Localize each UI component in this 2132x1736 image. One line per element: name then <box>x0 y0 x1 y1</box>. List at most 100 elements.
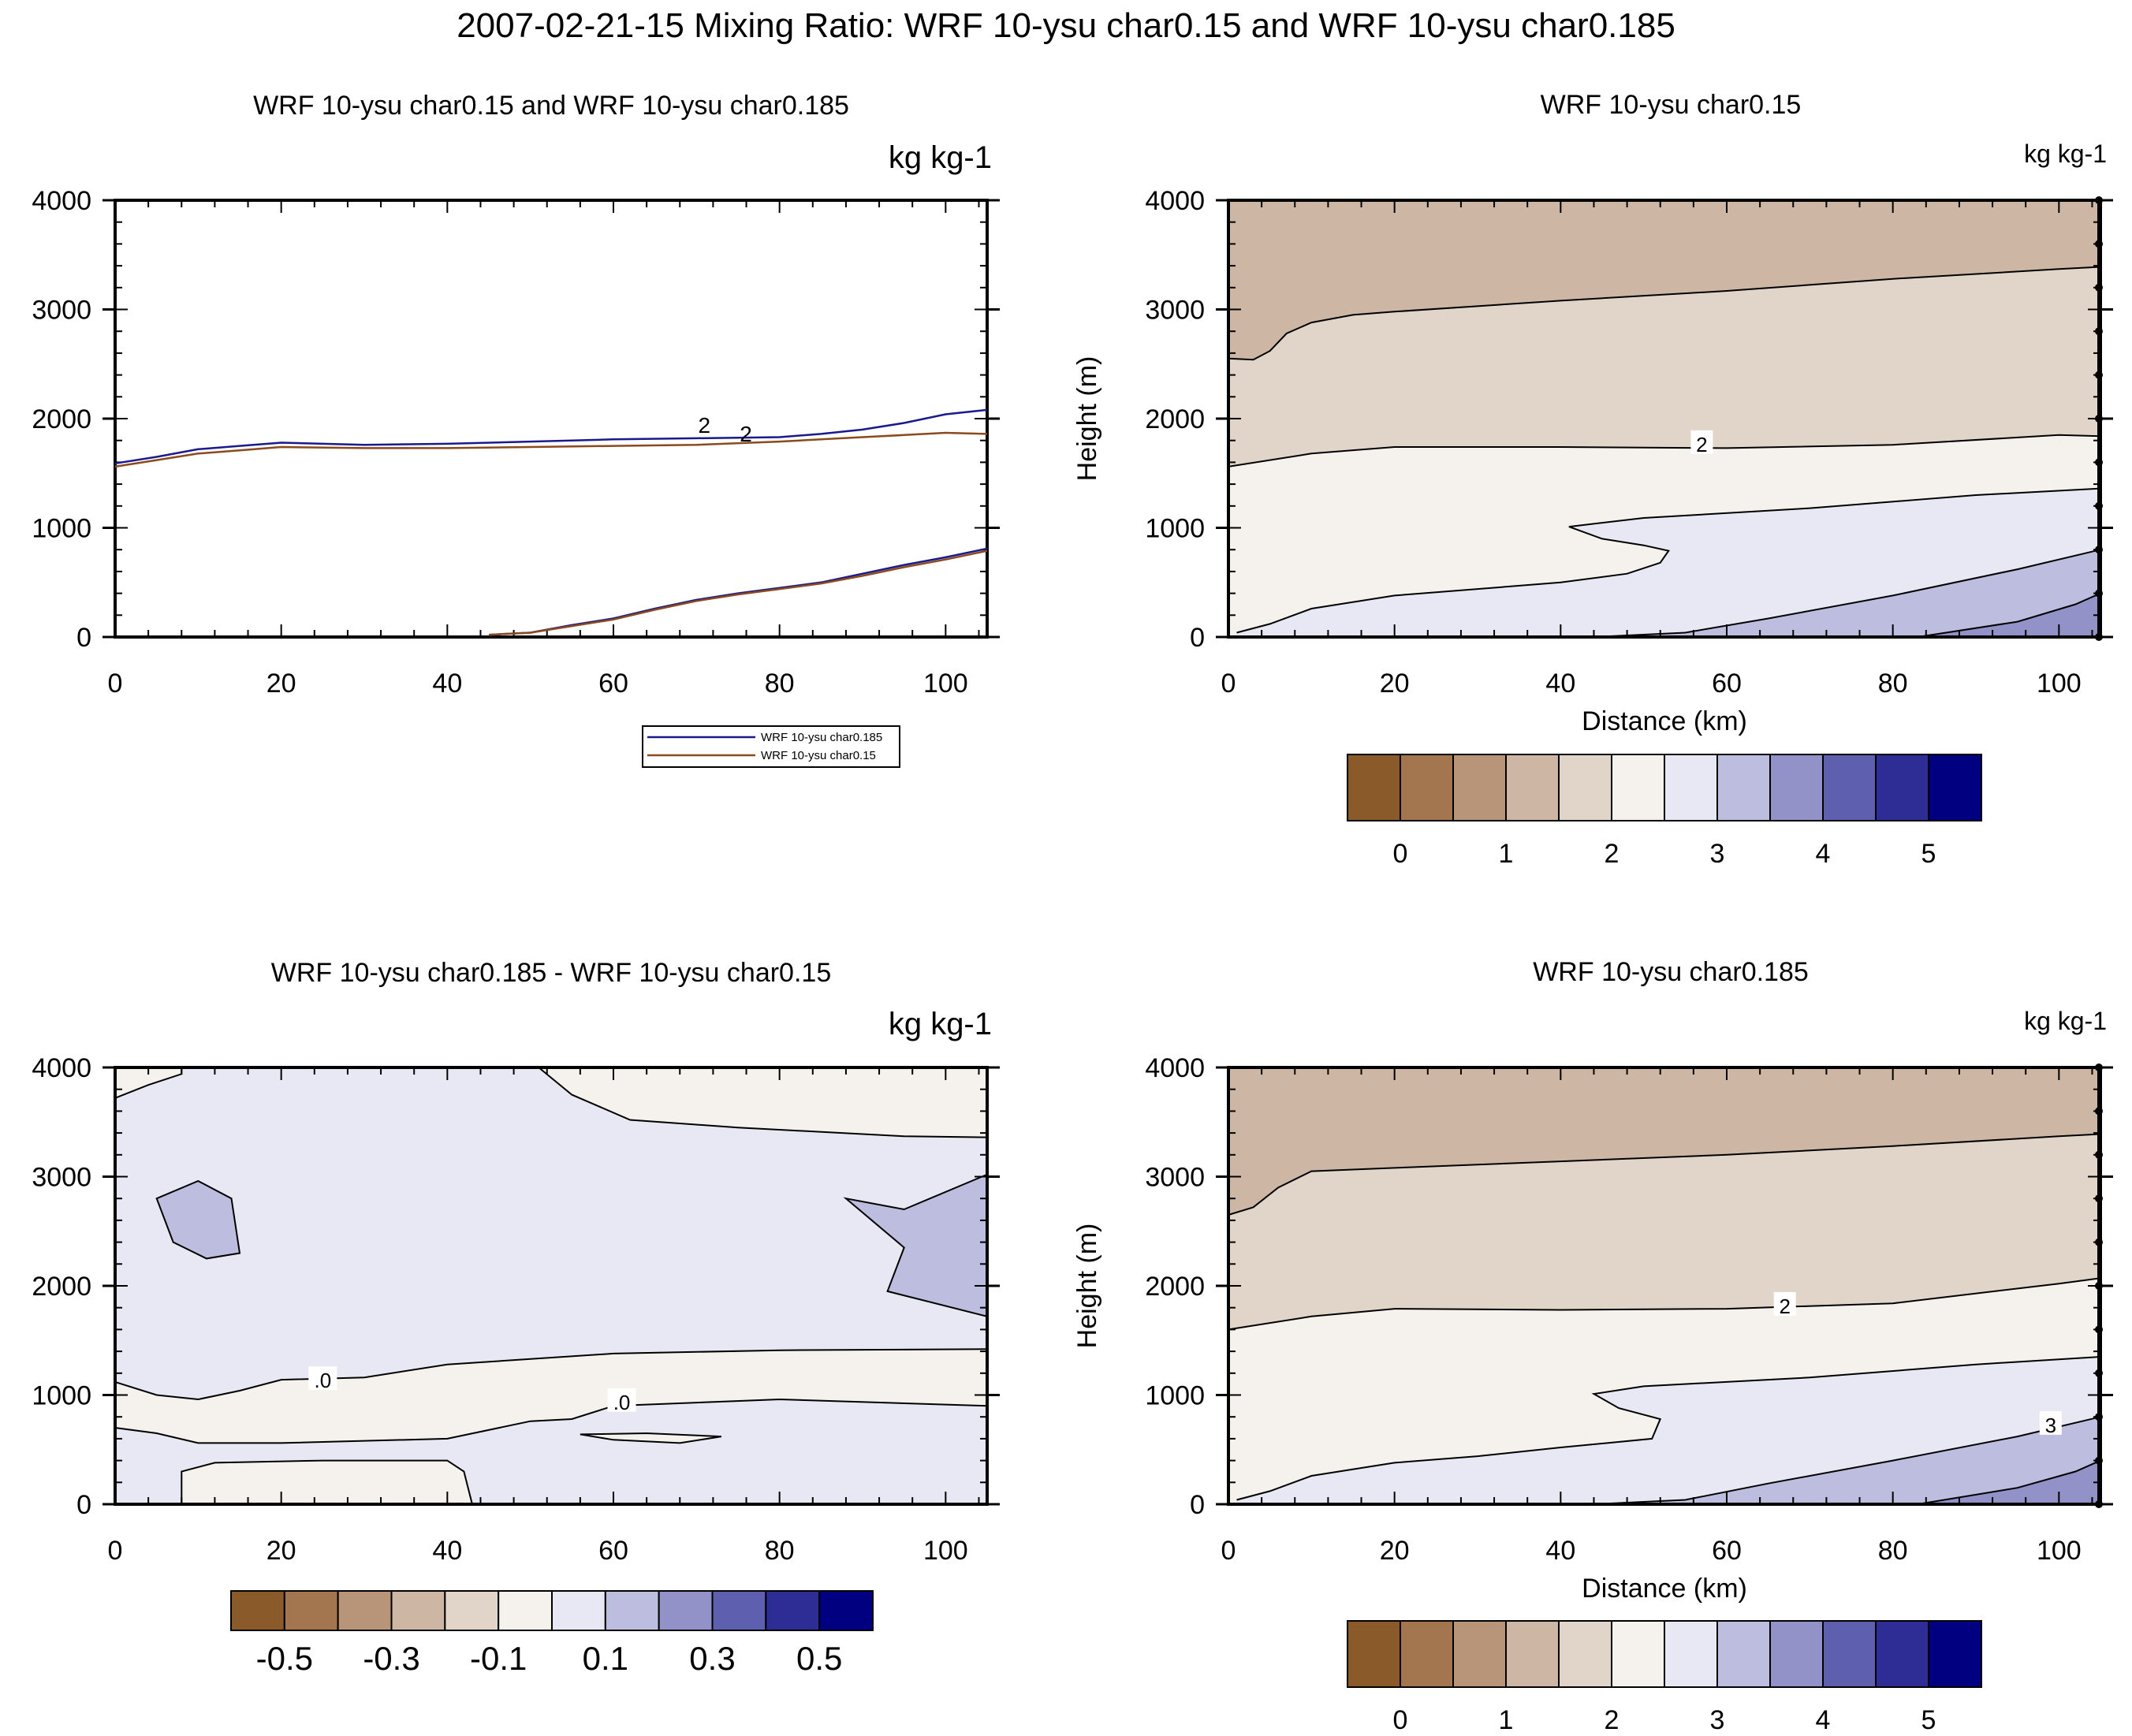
series-line <box>488 549 988 636</box>
panel-tr-fills <box>1228 200 2100 637</box>
x-tick-label: 40 <box>432 669 462 698</box>
contour-line <box>1593 1416 2101 1505</box>
series-line <box>114 408 988 465</box>
colorbar-swatch <box>1928 754 1982 821</box>
x-tick-label: 60 <box>1712 669 1742 698</box>
colorbar-swatch <box>283 1590 339 1631</box>
panel-title: WRF 10-ysu char0.185 <box>1533 957 1809 987</box>
contour-label: 2 <box>740 422 752 446</box>
band-fill <box>1918 593 2100 637</box>
y-tick-label: 0 <box>76 1490 91 1520</box>
plot-frame <box>114 199 989 639</box>
contour-label: 3 <box>2045 1414 2056 1437</box>
x-tick-label: 100 <box>2037 669 2082 698</box>
contour-line <box>114 1398 988 1444</box>
colorbar-swatch <box>711 1590 767 1631</box>
legend: WRF 10-ysu char0.185 WRF 10-ysu char0.15 <box>642 725 900 768</box>
contour-line <box>1918 592 2101 638</box>
panel-br-fills <box>1228 1067 2100 1504</box>
y-tick-label: 3000 <box>1145 1163 1205 1193</box>
colorbar-label: 3 <box>1710 839 1725 869</box>
y-tick-label: 1000 <box>32 1381 91 1411</box>
x-tick-label: 100 <box>923 1536 968 1566</box>
y-tick-label: 3000 <box>32 1163 91 1193</box>
x-tick-label: 40 <box>1545 669 1575 698</box>
legend-entry: WRF 10-ysu char0.15 <box>761 749 876 762</box>
x-tick-label: 60 <box>598 1536 628 1566</box>
x-tick-label: 0 <box>108 669 123 698</box>
x-tick-label: 20 <box>266 669 296 698</box>
y-tick-label: 1000 <box>32 514 91 544</box>
colorbar-label: 5 <box>1921 839 1936 869</box>
x-axis-label: Distance (km) <box>1582 706 1747 736</box>
band-fill <box>1593 1417 2100 1504</box>
colorbar-swatch <box>444 1590 500 1631</box>
contour-label: 2 <box>1779 1295 1790 1318</box>
colorbar-swatch <box>818 1590 874 1631</box>
colorbar-swatch <box>390 1590 446 1631</box>
page-title: 2007-02-21-15 Mixing Ratio: WRF 10-ysu c… <box>457 6 1675 45</box>
colorbar-swatch <box>1875 1620 1929 1688</box>
contour-label-box <box>308 1366 337 1391</box>
y-tick-label: 2000 <box>32 1272 91 1302</box>
panel-title: WRF 10-ysu char0.15 <box>1541 90 1802 120</box>
series-line <box>488 547 988 636</box>
contour-line <box>1228 1277 2101 1331</box>
colorbar-swatch <box>1664 1620 1718 1688</box>
x-tick-label: 100 <box>923 669 968 698</box>
units-label: kg kg-1 <box>2024 1007 2107 1035</box>
colorbar-swatch <box>1822 754 1877 821</box>
x-tick-label: 20 <box>266 1536 296 1566</box>
y-tick-label: 2000 <box>1145 1272 1205 1302</box>
contour-label-box <box>2039 1410 2062 1435</box>
y-axis-label: Height (m) <box>1072 1224 1102 1349</box>
units-label: kg kg-1 <box>889 1007 992 1041</box>
colorbar-swatch <box>1664 754 1718 821</box>
colorbar-swatch <box>1611 1620 1665 1688</box>
colorbar-swatch <box>604 1590 660 1631</box>
colorbar-swatch <box>1505 1620 1560 1688</box>
contour-label: .0 <box>314 1369 331 1392</box>
colorbar-swatch <box>1769 1620 1824 1688</box>
units-label: kg kg-1 <box>889 140 992 175</box>
colorbar-label: 1 <box>1499 839 1514 869</box>
x-tick-label: 20 <box>1380 1536 1410 1566</box>
contour-label: .0 <box>613 1391 631 1414</box>
colorbar-swatch <box>1716 754 1771 821</box>
y-tick-label: 4000 <box>1145 186 1205 216</box>
band-fill <box>1593 549 2100 637</box>
band-fill <box>1918 1460 2100 1504</box>
x-tick-label: 60 <box>1712 1536 1742 1566</box>
colorbar-label: 3 <box>1710 1705 1725 1735</box>
y-tick-label: 1000 <box>1145 1381 1205 1411</box>
colorbar-swatch <box>1347 1620 1401 1688</box>
colorbar-top: 0 1 2 3 4 5 <box>1347 754 1982 869</box>
contour-label: 2 <box>699 413 711 438</box>
band-fill <box>539 1067 987 1138</box>
legend-frame <box>642 725 900 768</box>
colorbar-diff: -0.5 -0.3 -0.1 0.1 0.3 0.5 <box>230 1590 874 1677</box>
panel-bl-fills <box>115 1067 987 1504</box>
colorbar-swatch <box>1716 1620 1771 1688</box>
colorbar-swatch <box>1505 754 1560 821</box>
colorbar-bottom: 0 1 2 3 4 5 <box>1347 1620 1982 1735</box>
colorbar-swatch <box>1611 754 1665 821</box>
colorbar-label: 4 <box>1816 1705 1831 1735</box>
contour-line <box>155 1179 241 1260</box>
x-tick-label: 100 <box>2037 1536 2082 1566</box>
y-tick-label: 2000 <box>1145 404 1205 434</box>
colorbar-label: -0.1 <box>470 1640 527 1677</box>
x-tick-label: 40 <box>432 1536 462 1566</box>
contour-label-box <box>607 1388 636 1412</box>
contour-label: 2 <box>1696 433 1707 456</box>
y-axis-label: Height (m) <box>1072 356 1102 482</box>
colorbar-swatch <box>1822 1620 1877 1688</box>
colorbar-label: 4 <box>1816 839 1831 869</box>
x-axis-label: Distance (km) <box>1582 1574 1747 1604</box>
x-tick-label: 60 <box>598 669 628 698</box>
contour-line <box>1236 1356 2101 1501</box>
y-tick-label: 0 <box>1190 623 1205 653</box>
